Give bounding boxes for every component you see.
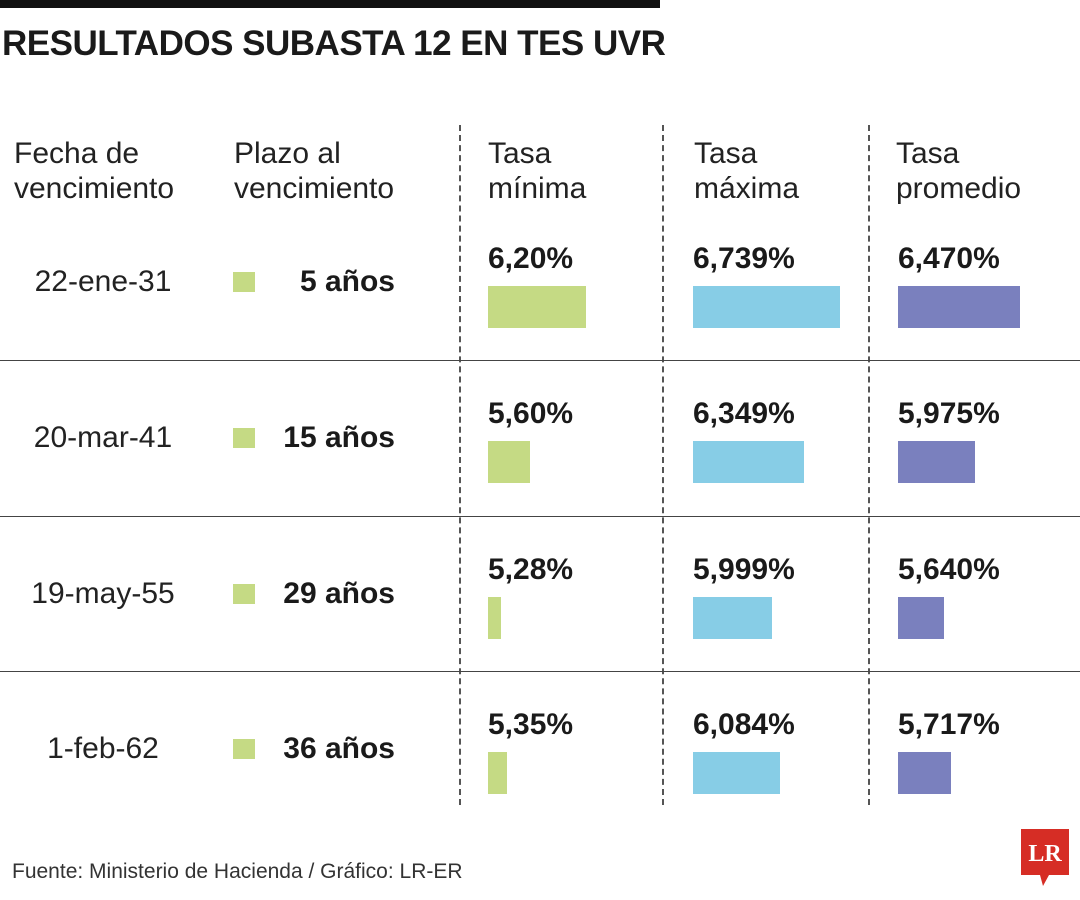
cell-plazo: 36 años	[283, 732, 395, 765]
cell-plazo: 5 años	[299, 265, 395, 298]
top-rule	[0, 0, 660, 8]
row-divider	[0, 516, 1080, 517]
cell-fecha: 22-ene-31	[34, 265, 172, 298]
value-label-promedio: 5,717%	[898, 708, 1000, 741]
bar-maxima	[693, 286, 840, 328]
cell-fecha: 19-may-55	[31, 577, 175, 610]
col-header-minima: Tasa mínima	[488, 137, 587, 205]
column-divider	[662, 125, 664, 805]
row-divider	[0, 360, 1080, 361]
cell-fecha: 1-feb-62	[47, 732, 159, 765]
source-footer: Fuente: Ministerio de Hacienda / Gráfico…	[12, 860, 463, 883]
bar-promedio	[898, 597, 944, 639]
bar-promedio	[898, 286, 1020, 328]
bar-maxima	[693, 597, 772, 639]
value-label-promedio: 6,470%	[898, 242, 1000, 275]
value-label-promedio: 5,640%	[898, 553, 1000, 586]
cell-plazo: 29 años	[283, 577, 395, 610]
lr-logo-icon: LR	[1021, 829, 1069, 886]
value-label-maxima: 6,084%	[693, 708, 795, 741]
cell-plazo: 15 años	[283, 421, 395, 454]
bar-maxima	[693, 441, 804, 483]
bar-minima	[488, 441, 530, 483]
value-label-maxima: 5,999%	[693, 553, 795, 586]
logo-text: LR	[1028, 841, 1062, 867]
row-divider	[0, 671, 1080, 672]
plazo-legend-square	[233, 739, 255, 759]
plazo-legend-square	[233, 584, 255, 604]
bar-promedio	[898, 441, 975, 483]
bar-minima	[488, 286, 586, 328]
value-label-minima: 5,35%	[488, 708, 574, 741]
column-divider	[459, 125, 461, 805]
value-label-maxima: 6,739%	[693, 242, 795, 275]
bar-minima	[488, 597, 501, 639]
bar-minima	[488, 752, 507, 794]
col-header-fecha: Fecha de vencimiento	[14, 137, 175, 205]
plazo-legend-square	[233, 272, 255, 292]
value-label-promedio: 5,975%	[898, 397, 1000, 430]
value-label-minima: 6,20%	[488, 242, 574, 275]
column-divider	[868, 125, 870, 805]
bar-maxima	[693, 752, 780, 794]
value-label-minima: 5,28%	[488, 553, 574, 586]
value-label-maxima: 6,349%	[693, 397, 795, 430]
cell-fecha: 20-mar-41	[33, 421, 173, 454]
col-header-promedio: Tasa promedio	[896, 137, 1022, 205]
col-header-maxima: Tasa máxima	[694, 137, 800, 205]
value-label-minima: 5,60%	[488, 397, 574, 430]
chart-title: RESULTADOS SUBASTA 12 EN TES UVR	[2, 24, 666, 63]
bar-promedio	[898, 752, 951, 794]
plazo-legend-square	[233, 428, 255, 448]
col-header-plazo: Plazo al vencimiento	[234, 137, 395, 205]
